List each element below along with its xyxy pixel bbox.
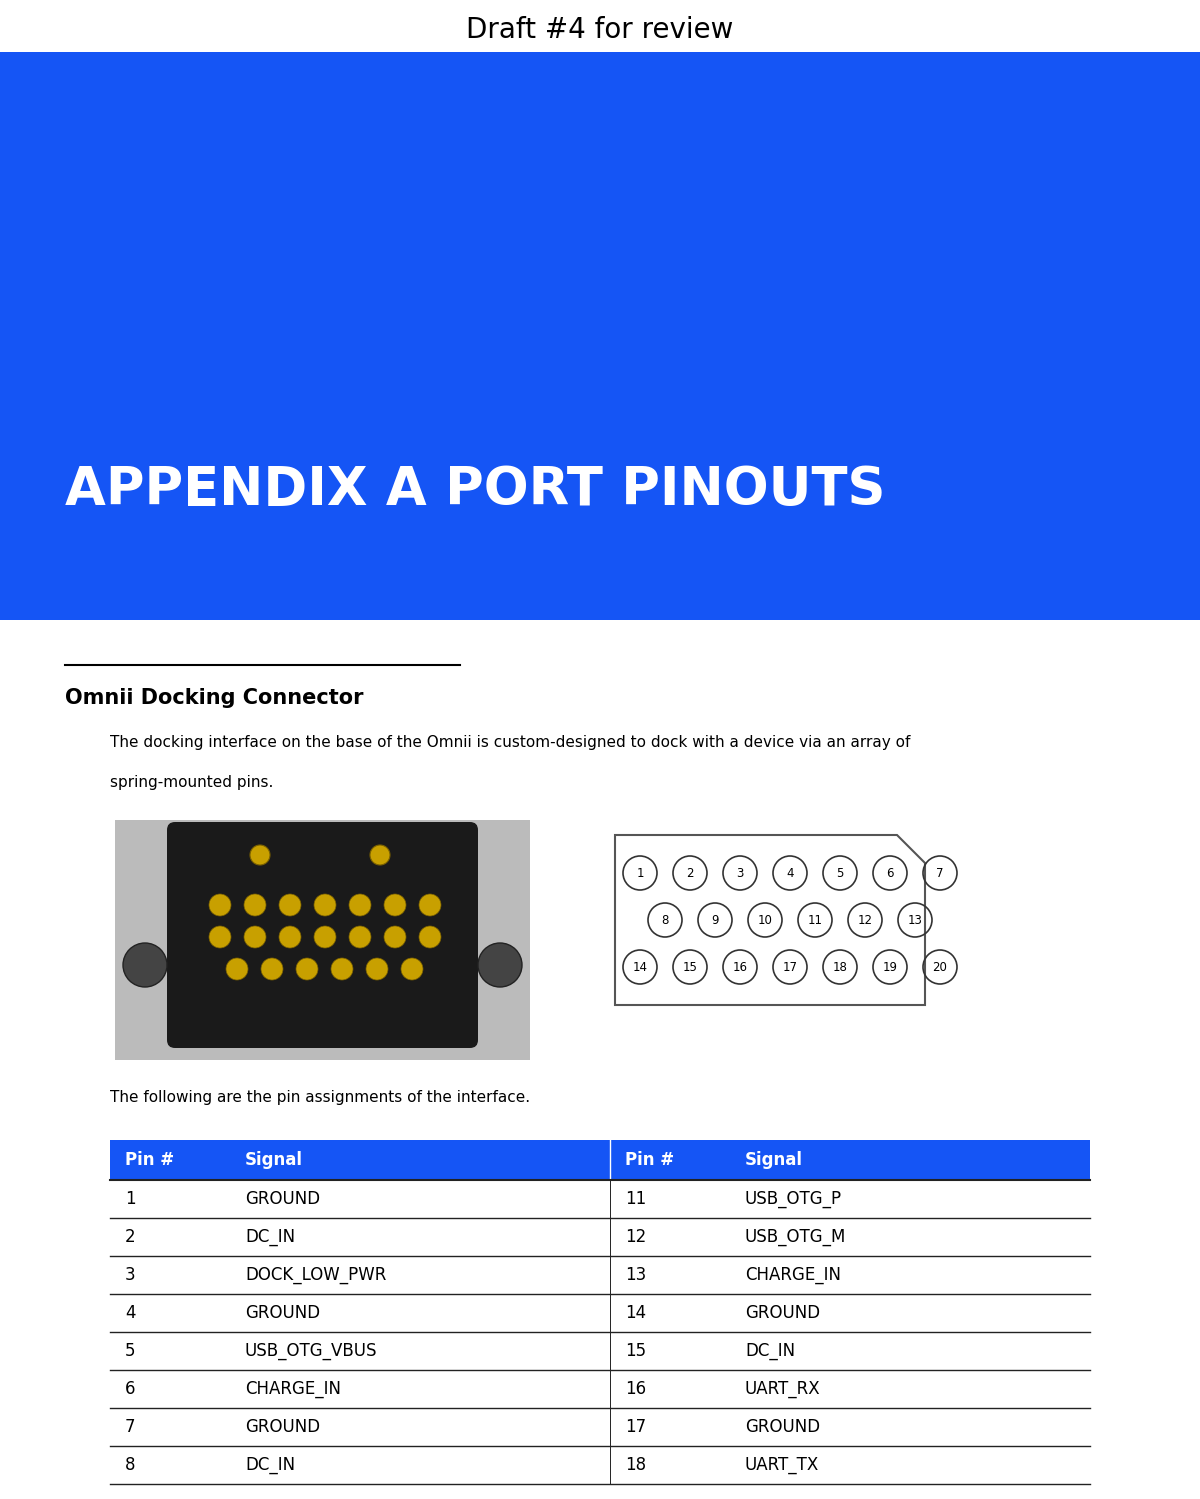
Text: 16: 16 (625, 1381, 646, 1399)
Circle shape (278, 926, 301, 947)
Circle shape (478, 943, 522, 986)
Text: 17: 17 (625, 1418, 646, 1436)
Text: CHARGE_IN: CHARGE_IN (245, 1381, 341, 1399)
Text: 12: 12 (858, 913, 872, 926)
Text: 2: 2 (686, 866, 694, 880)
Text: 7: 7 (936, 866, 943, 880)
Text: 20: 20 (932, 961, 948, 973)
Text: 7: 7 (125, 1418, 136, 1436)
Text: 13: 13 (625, 1267, 647, 1285)
Circle shape (314, 926, 336, 947)
Text: DOCK_LOW_PWR: DOCK_LOW_PWR (245, 1267, 386, 1285)
Circle shape (226, 958, 248, 980)
Text: Pin #: Pin # (625, 1151, 674, 1169)
Circle shape (262, 958, 283, 980)
Text: UART_RX: UART_RX (745, 1381, 821, 1399)
Circle shape (244, 893, 266, 916)
Text: 2: 2 (125, 1228, 136, 1246)
Text: Omnii Docking Connector: Omnii Docking Connector (65, 688, 364, 708)
Text: 10: 10 (757, 913, 773, 926)
Text: 4: 4 (786, 866, 793, 880)
Text: USB_OTG_VBUS: USB_OTG_VBUS (245, 1342, 378, 1360)
Circle shape (401, 958, 424, 980)
Text: GROUND: GROUND (245, 1304, 320, 1322)
Circle shape (366, 958, 388, 980)
Text: GROUND: GROUND (745, 1304, 820, 1322)
Text: 9: 9 (712, 913, 719, 926)
Text: 11: 11 (808, 913, 822, 926)
Text: 3: 3 (737, 866, 744, 880)
Text: 15: 15 (683, 961, 697, 973)
Text: APPENDIX A PORT PINOUTS: APPENDIX A PORT PINOUTS (65, 465, 886, 516)
Text: 14: 14 (632, 961, 648, 973)
Circle shape (384, 893, 406, 916)
Text: 13: 13 (907, 913, 923, 926)
FancyBboxPatch shape (167, 821, 478, 1048)
Text: 6: 6 (887, 866, 894, 880)
Text: Pin #: Pin # (125, 1151, 174, 1169)
Text: DC_IN: DC_IN (245, 1456, 295, 1474)
Text: Signal: Signal (745, 1151, 803, 1169)
Text: 18: 18 (625, 1456, 646, 1474)
Text: Draft #4 for review: Draft #4 for review (467, 16, 733, 43)
Text: 18: 18 (833, 961, 847, 973)
Circle shape (278, 893, 301, 916)
Text: 19: 19 (882, 961, 898, 973)
Text: 11: 11 (625, 1190, 647, 1208)
Circle shape (124, 943, 167, 986)
Text: 1: 1 (125, 1190, 136, 1208)
Bar (115, 820, 530, 1060)
Circle shape (349, 893, 371, 916)
Text: GROUND: GROUND (745, 1418, 820, 1436)
Text: 17: 17 (782, 961, 798, 973)
Circle shape (209, 893, 230, 916)
Text: 12: 12 (625, 1228, 647, 1246)
Text: 15: 15 (625, 1342, 646, 1360)
Text: USB_OTG_M: USB_OTG_M (745, 1228, 846, 1246)
Circle shape (244, 926, 266, 947)
Text: 5: 5 (125, 1342, 136, 1360)
Circle shape (419, 926, 442, 947)
Circle shape (250, 845, 270, 865)
Text: CHARGE_IN: CHARGE_IN (745, 1267, 841, 1285)
Text: DC_IN: DC_IN (745, 1342, 796, 1360)
Text: 8: 8 (125, 1456, 136, 1474)
Text: USB_OTG_P: USB_OTG_P (745, 1190, 842, 1208)
Circle shape (331, 958, 353, 980)
Circle shape (384, 926, 406, 947)
Text: Signal: Signal (245, 1151, 302, 1169)
Text: GROUND: GROUND (245, 1190, 320, 1208)
Circle shape (209, 926, 230, 947)
Text: 6: 6 (125, 1381, 136, 1399)
Bar (110, 1141, 1090, 1180)
Circle shape (314, 893, 336, 916)
Text: 1: 1 (636, 866, 643, 880)
Text: 3: 3 (125, 1267, 136, 1285)
Circle shape (349, 926, 371, 947)
Text: The following are the pin assignments of the interface.: The following are the pin assignments of… (110, 1090, 530, 1105)
Circle shape (370, 845, 390, 865)
Text: 8: 8 (661, 913, 668, 926)
Text: The docking interface on the base of the Omnii is custom-designed to dock with a: The docking interface on the base of the… (110, 735, 911, 750)
Text: 14: 14 (625, 1304, 646, 1322)
Bar (0, 52, 1200, 621)
Text: GROUND: GROUND (245, 1418, 320, 1436)
Text: 5: 5 (836, 866, 844, 880)
Text: UART_TX: UART_TX (745, 1456, 820, 1474)
Text: spring-mounted pins.: spring-mounted pins. (110, 775, 274, 790)
Text: 16: 16 (732, 961, 748, 973)
Text: 4: 4 (125, 1304, 136, 1322)
Circle shape (419, 893, 442, 916)
Text: DC_IN: DC_IN (245, 1228, 295, 1246)
Circle shape (296, 958, 318, 980)
